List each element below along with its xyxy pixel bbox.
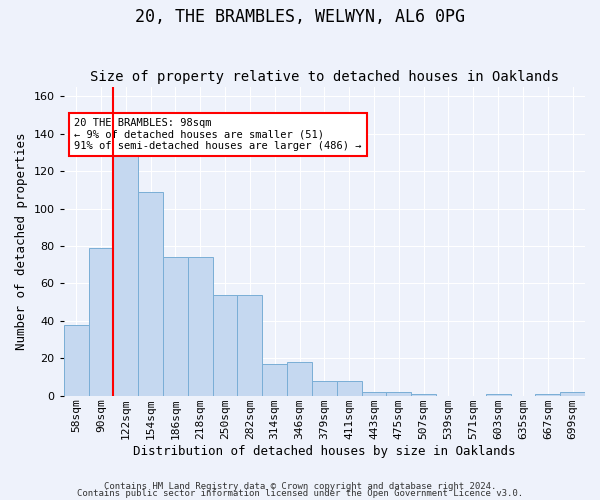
- Bar: [287, 362, 312, 396]
- Y-axis label: Number of detached properties: Number of detached properties: [15, 132, 28, 350]
- Bar: [262, 364, 287, 396]
- Bar: [386, 392, 411, 396]
- Bar: [312, 380, 337, 396]
- Bar: [163, 258, 188, 396]
- X-axis label: Distribution of detached houses by size in Oaklands: Distribution of detached houses by size …: [133, 444, 515, 458]
- Text: Contains HM Land Registry data © Crown copyright and database right 2024.: Contains HM Land Registry data © Crown c…: [104, 482, 496, 491]
- Bar: [212, 294, 238, 396]
- Bar: [113, 147, 138, 396]
- Title: Size of property relative to detached houses in Oaklands: Size of property relative to detached ho…: [90, 70, 559, 85]
- Bar: [411, 394, 436, 396]
- Bar: [64, 324, 89, 396]
- Bar: [486, 394, 511, 396]
- Text: 20 THE BRAMBLES: 98sqm
← 9% of detached houses are smaller (51)
91% of semi-deta: 20 THE BRAMBLES: 98sqm ← 9% of detached …: [74, 118, 362, 151]
- Bar: [188, 258, 212, 396]
- Bar: [362, 392, 386, 396]
- Bar: [138, 192, 163, 396]
- Text: Contains public sector information licensed under the Open Government Licence v3: Contains public sector information licen…: [77, 490, 523, 498]
- Bar: [238, 294, 262, 396]
- Bar: [535, 394, 560, 396]
- Text: 20, THE BRAMBLES, WELWYN, AL6 0PG: 20, THE BRAMBLES, WELWYN, AL6 0PG: [135, 8, 465, 26]
- Bar: [560, 392, 585, 396]
- Bar: [89, 248, 113, 396]
- Bar: [337, 380, 362, 396]
